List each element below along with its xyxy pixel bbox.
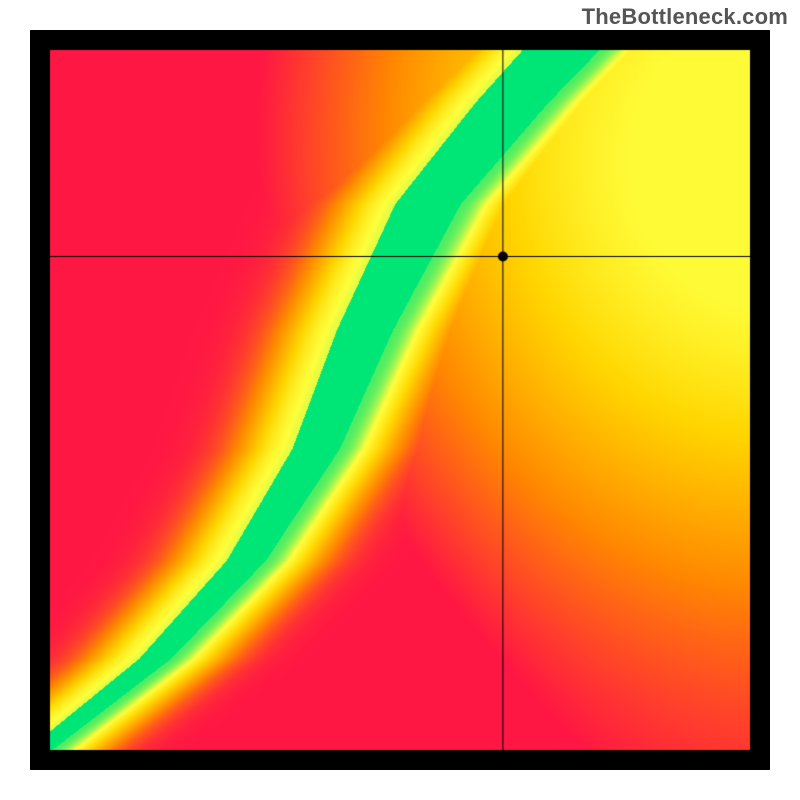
bottleneck-heatmap [30, 30, 770, 770]
watermark-text: TheBottleneck.com [582, 4, 788, 30]
